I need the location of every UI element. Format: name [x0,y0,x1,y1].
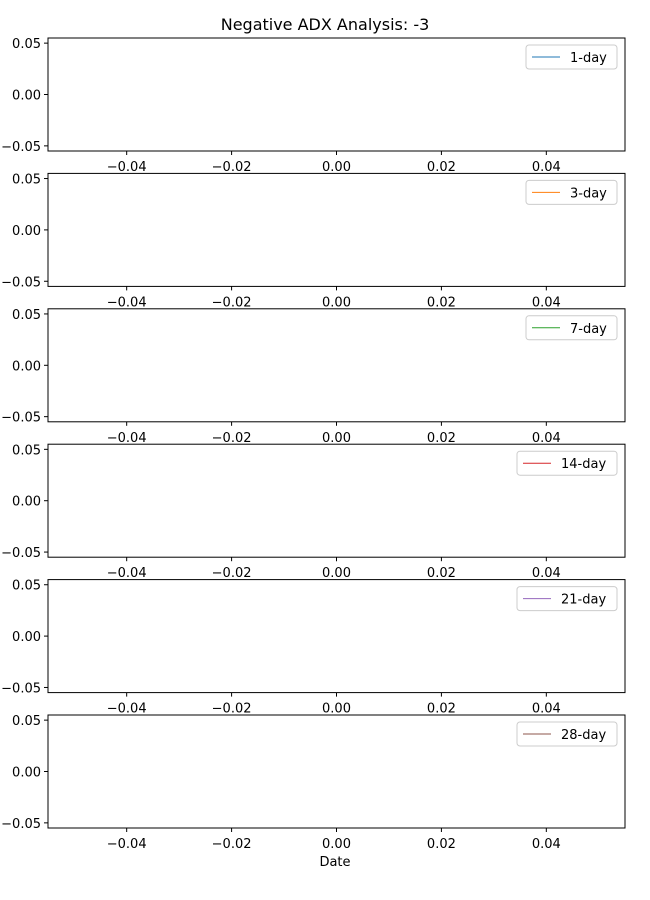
legend-label: 1-day [570,51,607,66]
x-tick-label: 0.04 [532,431,561,446]
x-tick-label: 0.04 [532,295,561,310]
x-tick-label: −0.02 [212,702,252,717]
legend: 1-day [525,44,618,70]
legend-label: 14-day [561,457,606,472]
legend-box [516,586,618,612]
x-tick-label: −0.02 [212,837,252,852]
y-tick-label: 0.00 [12,89,41,104]
x-tick-label: 0.00 [322,160,351,175]
y-tick-label: 0.00 [12,224,41,239]
x-tick-label: −0.04 [107,160,147,175]
x-tick-label: 0.00 [322,566,351,581]
x-tick-label: −0.04 [107,837,147,852]
legend-box [525,44,618,70]
y-tick-label: 0.05 [12,714,41,729]
x-tick-label: −0.04 [107,702,147,717]
legend-box [516,721,618,747]
x-tick-label: 0.04 [532,566,561,581]
subplot-1: −0.04 −0.02 0.00 0.02 0.04 −0.05 0.00 0.05 1-day [1,37,626,175]
subplot-2: −0.04 −0.02 0.00 0.02 0.04 −0.05 0.00 0.05 3-day [1,173,626,310]
y-tick-label: −0.05 [1,140,41,155]
legend: 14-day [516,450,618,476]
y-tick-label: −0.05 [1,546,41,561]
x-tick-label: 0.04 [532,837,561,852]
y-tick-label: 0.00 [12,630,41,645]
x-tick-label: −0.02 [212,295,252,310]
y-tick-label: −0.05 [1,681,41,696]
x-tick-label: 0.04 [532,702,561,717]
subplot-3: −0.04 −0.02 0.00 0.02 0.04 −0.05 0.00 0.05 7-day [1,308,626,446]
legend-box [525,179,618,205]
x-tick-label: −0.04 [107,295,147,310]
subplot-5: −0.04 −0.02 0.00 0.02 0.04 −0.05 0.00 0.05 21-da… [1,579,626,717]
x-tick-label: 0.02 [427,566,456,581]
y-tick-label: 0.00 [12,766,41,781]
y-tick-label: 0.00 [12,359,41,374]
legend-label: 7-day [570,322,607,337]
y-tick-label: 0.05 [12,579,41,594]
legend-box [525,315,618,341]
x-tick-label: −0.02 [212,566,252,581]
legend-label: 21-day [561,593,606,608]
x-tick-label: 0.00 [322,431,351,446]
x-tick-label: −0.04 [107,566,147,581]
legend-label: 3-day [570,186,607,201]
y-tick-label: 0.05 [12,308,41,323]
y-tick-label: 0.00 [12,495,41,510]
x-tick-label: 0.00 [322,837,351,852]
legend: 3-day [525,179,618,205]
x-tick-label: 0.00 [322,295,351,310]
y-tick-label: −0.05 [1,411,41,426]
x-tick-label: 0.02 [427,295,456,310]
x-tick-label: 0.00 [322,702,351,717]
chart-title: Negative ADX Analysis: -3 [220,15,430,34]
x-tick-label: −0.02 [212,431,252,446]
x-tick-label: −0.04 [107,431,147,446]
x-axis-label: Date [319,855,351,870]
y-tick-label: −0.05 [1,817,41,832]
x-tick-label: 0.02 [427,702,456,717]
legend-label: 28-day [561,728,606,743]
subplot-6: −0.04 −0.02 0.00 0.02 0.04 −0.05 0.00 0.05 28-da… [1,714,626,852]
x-tick-label: 0.02 [427,160,456,175]
y-tick-label: −0.05 [1,275,41,290]
legend: 21-day [516,586,618,612]
y-tick-label: 0.05 [12,37,41,52]
x-tick-label: 0.04 [532,160,561,175]
legend-box [516,450,618,476]
x-tick-label: −0.02 [212,160,252,175]
x-tick-label: 0.02 [427,431,456,446]
legend: 28-day [516,721,618,747]
legend: 7-day [525,315,618,341]
subplot-4: −0.04 −0.02 0.00 0.02 0.04 −0.05 0.00 0.05 14-da… [1,443,626,581]
x-tick-label: 0.02 [427,837,456,852]
y-tick-label: 0.05 [12,173,41,188]
y-tick-label: 0.05 [12,443,41,458]
